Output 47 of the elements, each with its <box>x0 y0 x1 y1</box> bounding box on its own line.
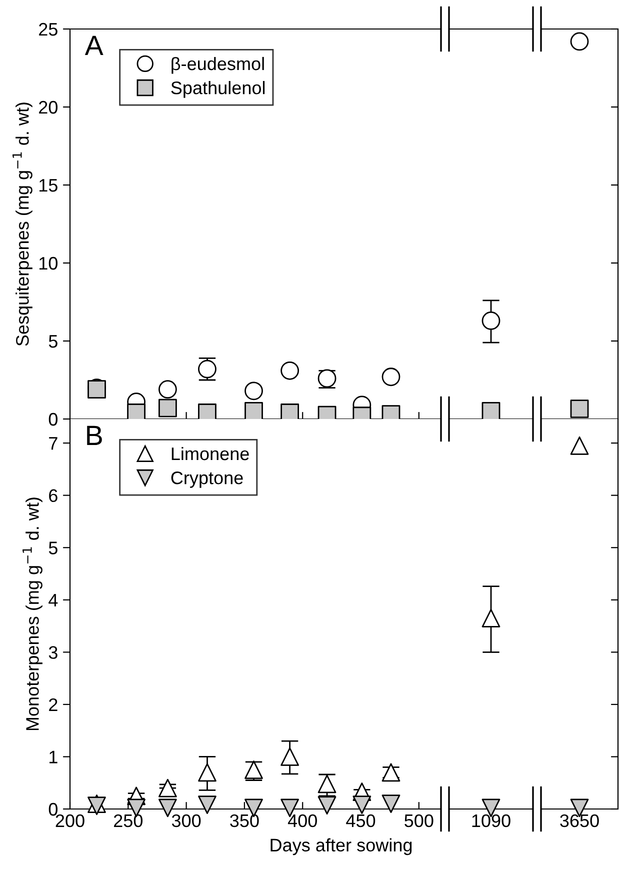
x-tick-label: 500 <box>404 814 434 828</box>
x-tick-label: 1090 <box>472 814 510 828</box>
x-tick-label: 200 <box>56 814 84 828</box>
y-tick-label: 0 <box>48 802 58 816</box>
legend-label: Limonene <box>172 446 249 460</box>
x-tick-label: 350 <box>230 814 259 828</box>
x-tick-label: 300 <box>172 814 201 828</box>
point <box>280 748 300 766</box>
legend-label: Cryptone <box>171 471 243 488</box>
y-tick-label: 2 <box>49 698 58 711</box>
point <box>382 794 400 813</box>
point <box>382 763 400 782</box>
x-tick-label: 250 <box>114 814 143 828</box>
y-tick-label: 6 <box>49 489 58 502</box>
x-tick-label: 400 <box>288 814 317 828</box>
y-axis-title: Sesquiterpenes (mg g$^{−1}$ d. wt) <box>12 102 32 346</box>
legend-label: β-eudesmol <box>172 56 264 74</box>
annotation: B <box>87 426 102 445</box>
point <box>158 398 177 418</box>
y-tick-label: 25 <box>39 22 58 36</box>
x-axis-title: Days after sowing <box>270 838 412 856</box>
y-tick-label: 4 <box>48 594 58 606</box>
y-axis-title: Monoterpenes (mg g$^{−1}$ d. wt) <box>22 498 42 730</box>
y-tick-label: 1 <box>50 750 58 764</box>
x-tick-label: 450 <box>346 814 376 828</box>
point <box>198 796 216 814</box>
point <box>158 778 177 798</box>
y-tick-label: 5 <box>48 335 58 348</box>
y-tick-label: 3 <box>48 646 58 659</box>
y-tick-label: 15 <box>39 179 58 192</box>
point <box>198 763 216 782</box>
y-tick-label: 0 <box>48 412 58 426</box>
annotation: A <box>84 36 104 55</box>
point <box>318 774 336 794</box>
legend-label: Spathulenol <box>171 81 265 98</box>
point <box>318 796 336 815</box>
point <box>244 382 263 400</box>
y-tick-label: 5 <box>48 542 58 554</box>
point <box>244 402 263 420</box>
point <box>158 380 177 399</box>
y-tick-label: 10 <box>39 256 58 270</box>
point <box>382 368 400 386</box>
y-tick-label: 7 <box>49 437 58 450</box>
point <box>280 361 300 380</box>
y-tick-label: 20 <box>39 100 58 114</box>
point <box>352 796 372 814</box>
x-tick-label: 3650 <box>560 814 599 828</box>
